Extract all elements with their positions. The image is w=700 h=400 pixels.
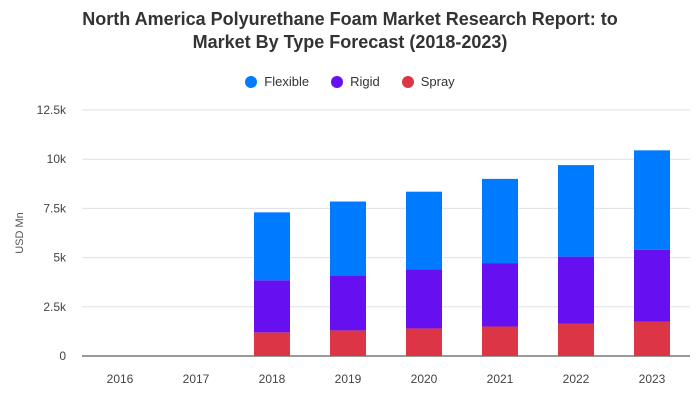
y-tick-label: 0 <box>59 349 66 363</box>
bar-rigid-2023 <box>634 249 670 322</box>
legend-item-spray[interactable]: Spray <box>401 74 455 89</box>
y-tick-label: 5k <box>53 251 67 265</box>
y-axis-label: USD Mn <box>14 212 26 254</box>
bar-flexible-2020 <box>406 191 442 270</box>
bar-rigid-2022 <box>558 256 594 324</box>
bar-spray-2020 <box>406 328 442 356</box>
chart-title-line-1: North America Polyurethane Foam Market R… <box>82 9 618 29</box>
bar-rigid-2020 <box>406 269 442 329</box>
x-tick-label: 2018 <box>259 372 286 386</box>
bar-spray-2019 <box>330 330 366 356</box>
x-tick-label: 2017 <box>183 372 210 386</box>
x-tick-label: 2016 <box>107 372 134 386</box>
bar-rigid-2018 <box>254 280 290 333</box>
bar-spray-2022 <box>558 323 594 356</box>
x-tick-label: 2022 <box>563 372 590 386</box>
legend-label: Spray <box>420 74 455 89</box>
y-tick-label: 10k <box>47 152 67 166</box>
bar-spray-2018 <box>254 332 290 356</box>
x-tick-label: 2019 <box>335 372 362 386</box>
chart-title: North America Polyurethane Foam Market R… <box>0 8 700 54</box>
bar-flexible-2018 <box>254 212 290 281</box>
bar-rigid-2019 <box>330 275 366 331</box>
y-tick-label: 7.5k <box>43 201 67 215</box>
legend-label: Rigid <box>350 74 380 89</box>
x-tick-label: 2023 <box>639 372 666 386</box>
legend-item-rigid[interactable]: Rigid <box>331 74 380 89</box>
legend-label: Flexible <box>264 74 310 89</box>
legend-swatch <box>331 75 344 88</box>
bar-flexible-2019 <box>330 201 366 276</box>
bar-spray-2021 <box>482 326 518 356</box>
bar-spray-2023 <box>634 321 670 356</box>
bar-flexible-2021 <box>482 178 518 264</box>
x-tick-label: 2021 <box>487 372 514 386</box>
y-tick-label: 12.5k <box>37 103 67 117</box>
chart-title-line-2: Market By Type Forecast (2018-2023) <box>192 32 508 52</box>
legend-swatch <box>245 75 258 88</box>
bar-flexible-2023 <box>634 150 670 250</box>
legend-item-flexible[interactable]: Flexible <box>245 74 309 89</box>
y-tick-label: 2.5k <box>43 300 67 314</box>
bar-rigid-2021 <box>482 263 518 327</box>
legend-swatch <box>401 75 414 88</box>
chart-legend: Flexible Rigid Spray <box>0 74 700 89</box>
bar-flexible-2022 <box>558 165 594 257</box>
x-tick-label: 2020 <box>411 372 438 386</box>
